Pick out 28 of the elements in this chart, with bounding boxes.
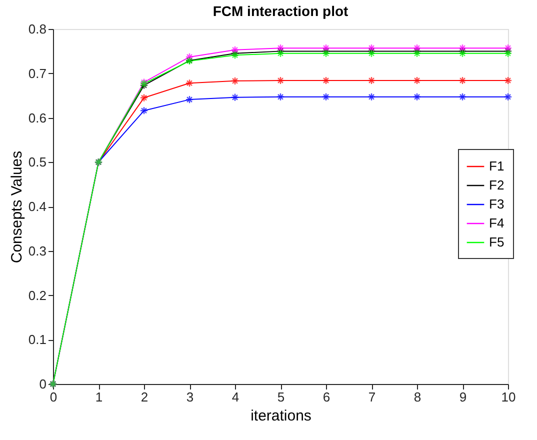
x-tick-label: 9 xyxy=(459,390,467,404)
x-axis-title: iterations xyxy=(250,408,312,424)
y-tick-label: 0.2 xyxy=(28,288,46,303)
y-tick-label: 0.6 xyxy=(28,110,46,126)
x-tick-label: 0 xyxy=(50,390,58,404)
x-tick-label: 2 xyxy=(140,390,148,404)
x-tick-label: 4 xyxy=(232,390,240,404)
y-tick-label: 0.3 xyxy=(28,243,46,258)
legend-label: F2 xyxy=(489,178,504,192)
y-tick-label: 0.7 xyxy=(28,66,46,81)
y-tick-label: 0.4 xyxy=(28,199,46,214)
y-tick-label: 0.1 xyxy=(28,332,46,348)
legend-label: F5 xyxy=(489,234,504,250)
legend-label: F3 xyxy=(489,196,504,212)
y-axis-title: Consepts Values xyxy=(8,150,26,264)
y-tick-label: 0 xyxy=(39,376,46,392)
x-tick-label: 1 xyxy=(95,390,103,404)
legend-label: F4 xyxy=(489,216,504,230)
x-tick-label: 6 xyxy=(322,390,330,404)
x-tick-label: 3 xyxy=(186,390,194,404)
x-tick-label: 7 xyxy=(368,390,376,404)
y-tick-label: 0.8 xyxy=(28,22,46,36)
x-tick-label: 5 xyxy=(277,390,285,404)
x-tick-label: 8 xyxy=(414,390,422,404)
y-tick-label: 0.5 xyxy=(28,154,46,170)
legend-label: F1 xyxy=(489,158,504,174)
x-tick-label: 10 xyxy=(501,390,516,404)
chart-title: FCM interaction plot xyxy=(212,3,348,19)
